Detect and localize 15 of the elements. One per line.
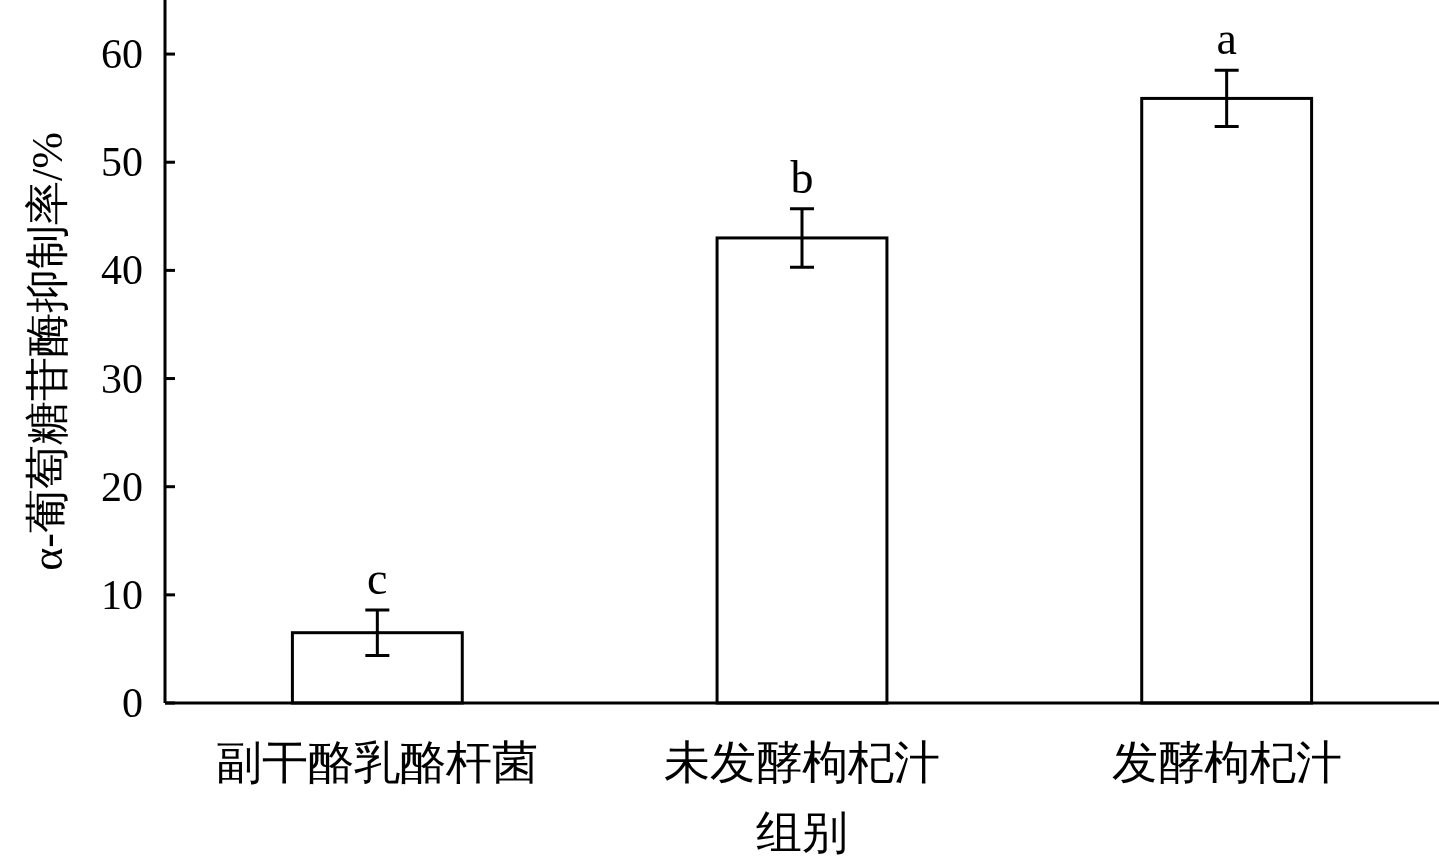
annotation: c <box>367 552 388 604</box>
y-tick-label: 20 <box>101 463 143 510</box>
y-tick-label: 60 <box>101 31 143 78</box>
y-tick-label: 40 <box>101 247 143 294</box>
y-tick-label: 0 <box>122 680 143 726</box>
y-axis-title: α-葡萄糖苷酶抑制率/% <box>23 132 72 571</box>
x-axis-title: 组别 <box>756 807 848 858</box>
x-tick-label: 发酵枸杞汁 <box>1111 737 1342 788</box>
annotation: b <box>790 151 814 203</box>
y-tick-label: 10 <box>101 571 143 618</box>
annotation: a <box>1216 13 1237 65</box>
y-tick-label: 50 <box>101 139 143 186</box>
y-tick-label: 30 <box>101 355 143 402</box>
x-tick-label: 副干酪乳酪杆菌 <box>216 737 539 788</box>
x-tick-label: 未发酵枸杞汁 <box>664 737 940 788</box>
